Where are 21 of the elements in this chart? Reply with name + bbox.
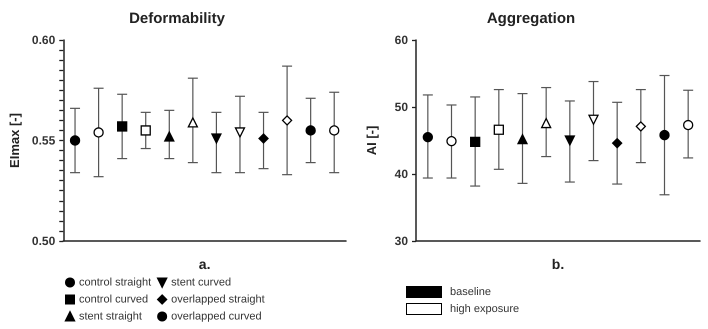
- x-axis-title: b.: [552, 256, 564, 272]
- legend-label: control curved: [79, 294, 148, 306]
- x-axis-title: a.: [198, 256, 210, 272]
- chart-title: Deformability: [129, 10, 226, 27]
- text: baseline: [450, 286, 491, 298]
- y-tick-label: 30: [394, 234, 408, 248]
- y-tick-label: 0.60: [32, 33, 56, 47]
- y-tick-label: 50: [394, 100, 408, 114]
- y-tick-label: 60: [394, 33, 408, 47]
- legend-label: stent straight: [79, 310, 142, 322]
- legend-label: overlapped curved: [171, 310, 262, 322]
- text: high exposure: [450, 302, 520, 314]
- legend-label: overlapped straight: [171, 294, 265, 306]
- y-tick-label: 0.55: [32, 134, 56, 148]
- y-tick-label: 40: [394, 167, 408, 181]
- y-axis-title: EImax [-]: [7, 113, 22, 168]
- legend-label: control straight: [79, 276, 152, 288]
- y-tick-label: 0.50: [32, 234, 56, 248]
- chart-title: Aggregation: [486, 10, 576, 27]
- y-axis-title: AI [-]: [364, 126, 379, 156]
- legend-label: stent curved: [171, 276, 232, 288]
